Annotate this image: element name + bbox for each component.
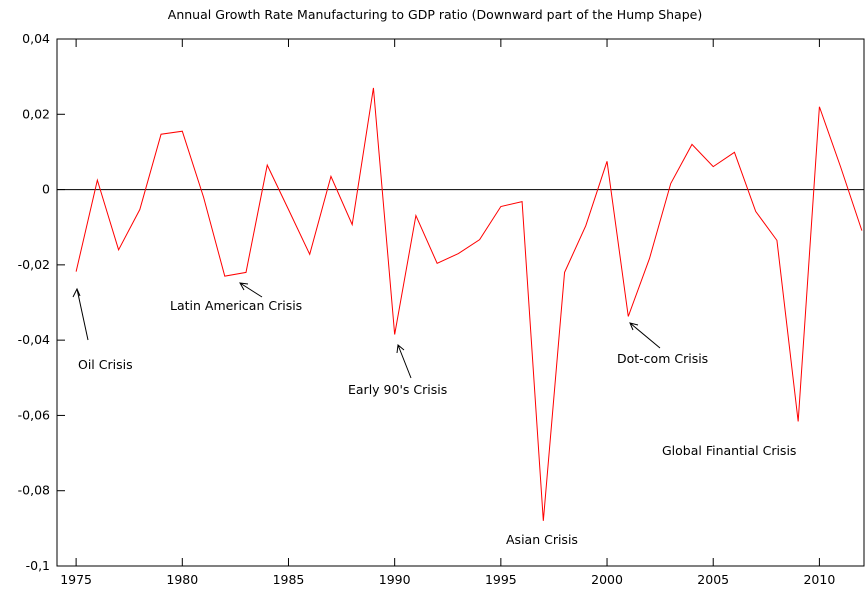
y-tick-label: -0,06 xyxy=(18,407,50,422)
y-tick-label: -0,02 xyxy=(18,257,50,272)
x-tick-label: 1995 xyxy=(485,572,517,587)
annotation: Early 90's Crisis xyxy=(348,382,447,397)
annotation: Latin American Crisis xyxy=(170,298,302,313)
x-tick-label: 2005 xyxy=(697,572,729,587)
data-line xyxy=(75,87,863,521)
annotations: Oil Crisis Latin American Crisis Early 9… xyxy=(72,282,796,547)
y-tick-label: 0,02 xyxy=(22,106,50,121)
x-tick-label: 2000 xyxy=(591,572,623,587)
x-tick-label: 1985 xyxy=(273,572,305,587)
annotation: Asian Crisis xyxy=(506,532,578,547)
annotation: Dot-com Crisis xyxy=(617,351,708,366)
arrow xyxy=(239,282,263,298)
annotation: Global Finantial Crisis xyxy=(662,443,796,458)
x-tick-label: 1975 xyxy=(60,572,92,587)
chart-title: Annual Growth Rate Manufacturing to GDP … xyxy=(168,7,702,22)
y-tick-label: -0,08 xyxy=(18,483,50,498)
x-tick-label: 1990 xyxy=(379,572,411,587)
y-tick-label: 0 xyxy=(42,182,50,197)
y-tick-label: -0,1 xyxy=(26,558,50,573)
arrow xyxy=(629,322,661,349)
y-tick-label: 0,04 xyxy=(22,31,50,46)
y-tick-label: -0,04 xyxy=(18,332,50,347)
x-tick-label: 1980 xyxy=(166,572,198,587)
annotation: Oil Crisis xyxy=(78,357,133,372)
arrow xyxy=(72,287,89,341)
plot-frame xyxy=(56,38,865,567)
x-tick-label: 2010 xyxy=(803,572,835,587)
arrow xyxy=(396,344,412,379)
